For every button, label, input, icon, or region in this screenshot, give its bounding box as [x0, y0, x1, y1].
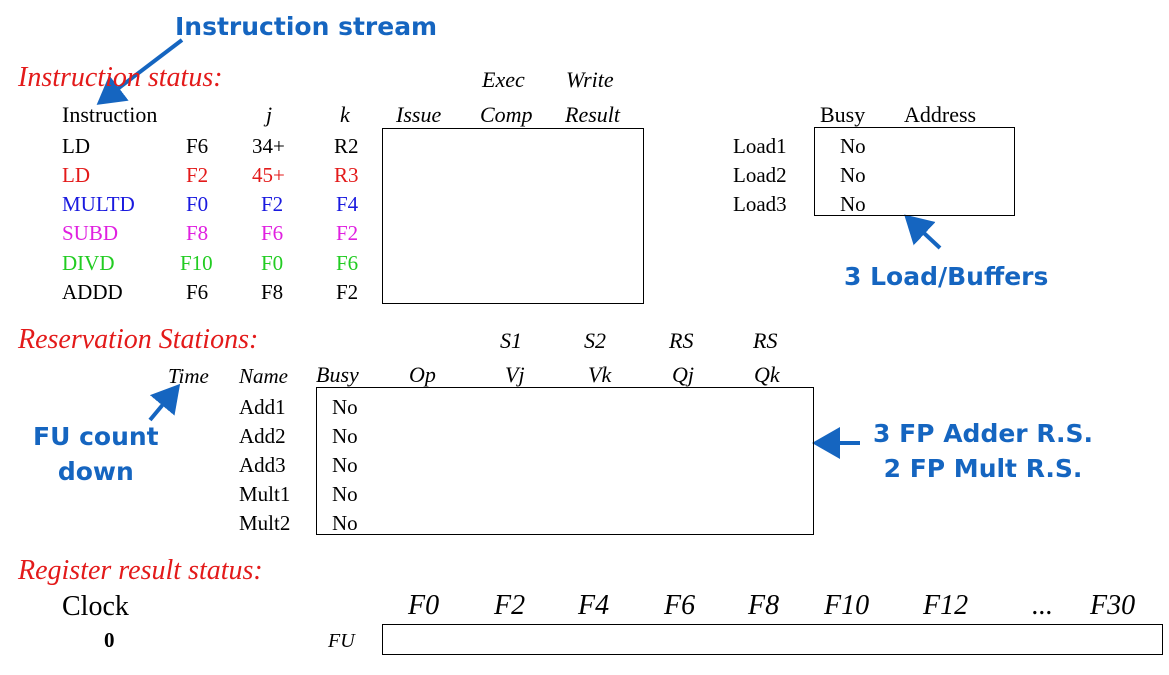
- reservation-stations-box: [316, 387, 814, 535]
- load-buffers-arrow: [904, 214, 942, 250]
- register-f0: F0: [408, 590, 440, 621]
- fu-count-line-2: down: [57, 457, 134, 486]
- rs-qj-header-top: RS: [669, 328, 694, 353]
- rs-row-1-name: Add1: [239, 395, 286, 419]
- instr-row-6-dest: F6: [186, 280, 209, 304]
- instruction-stream-arrow: [96, 38, 184, 105]
- load-buffers-annotation: 3 Load/Buffers: [844, 262, 1049, 291]
- reservation-stations-title: Reservation Stations:: [18, 324, 259, 355]
- instr-row-2-j: 45+: [252, 163, 285, 187]
- rs-row-2-name: Add2: [239, 424, 286, 448]
- instr-row-3-k: F4: [336, 192, 359, 216]
- rs-row-2-busy: No: [332, 424, 358, 448]
- instr-row-2-k: R3: [334, 163, 359, 187]
- rs-row-5-busy: No: [332, 511, 358, 535]
- instr-row-5-op: DIVD: [62, 251, 115, 275]
- register-f2: F2: [494, 590, 526, 621]
- k-header: k: [340, 102, 350, 127]
- load-buffer-2-name: Load2: [733, 163, 787, 187]
- instr-row-5-j: F0: [261, 251, 284, 275]
- fu-count-arrow: [148, 383, 181, 422]
- register-f12: F12: [923, 590, 969, 621]
- rs-count-line-2: 2 FP Mult R.S.: [883, 454, 1083, 483]
- s2-header: S2: [584, 328, 606, 353]
- rs-busy-header: Busy: [316, 362, 359, 387]
- instruction-header: Instruction: [62, 102, 158, 127]
- instr-row-4-dest: F8: [186, 221, 209, 245]
- rs-row-4-busy: No: [332, 482, 358, 506]
- name-header: Name: [239, 364, 288, 388]
- rs-qk-header-top: RS: [753, 328, 778, 353]
- instr-row-6-k: F2: [336, 280, 359, 304]
- instruction-status-title: Instruction status:: [18, 62, 223, 93]
- fu-count-line-1: FU count: [33, 422, 159, 451]
- vk-header: Vk: [588, 362, 612, 387]
- j-header: j: [266, 102, 273, 127]
- register-f4: F4: [578, 590, 610, 621]
- rs-row-3-busy: No: [332, 453, 358, 477]
- register-status-title: Register result status:: [18, 555, 263, 586]
- issue-header: Issue: [396, 102, 442, 127]
- fu-label: FU: [328, 630, 355, 652]
- instr-row-4-j: F6: [261, 221, 284, 245]
- instr-row-6-op: ADDD: [62, 280, 123, 304]
- register-f10: F10: [824, 590, 870, 621]
- clock-label: Clock: [62, 591, 129, 622]
- load-buffer-1-busy: No: [840, 134, 866, 158]
- instr-row-1-j: 34+: [252, 134, 285, 158]
- instr-row-6-j: F8: [261, 280, 284, 304]
- instruction-status-box: [382, 128, 644, 304]
- register-f6: F6: [664, 590, 696, 621]
- vj-header: Vj: [505, 362, 525, 387]
- exec-header-top: Exec: [482, 67, 525, 92]
- load-buffers-box: [814, 127, 1015, 216]
- rs-count-line-1: 3 FP Adder R.S.: [873, 419, 1094, 448]
- s1-header: S1: [500, 328, 522, 353]
- instr-row-1-op: LD: [62, 134, 90, 158]
- rs-row-4-name: Mult1: [239, 482, 291, 506]
- exec-comp-header: Comp: [480, 102, 533, 127]
- instr-row-3-j: F2: [261, 192, 284, 216]
- instr-row-4-k: F2: [336, 221, 359, 245]
- register-f30: F30: [1090, 590, 1136, 621]
- instr-row-2-op: LD: [62, 163, 90, 187]
- qj-header: Qj: [672, 362, 694, 387]
- rs-row-1-busy: No: [332, 395, 358, 419]
- instr-row-2-dest: F2: [186, 163, 209, 187]
- instr-row-5-k: F6: [336, 251, 359, 275]
- instr-row-3-dest: F0: [186, 192, 209, 216]
- instr-row-4-op: SUBD: [62, 221, 119, 245]
- load-buffer-3-busy: No: [840, 192, 866, 216]
- instr-row-5-dest: F10: [180, 251, 213, 275]
- rs-row-3-name: Add3: [239, 453, 286, 477]
- register-f8: F8: [748, 590, 780, 621]
- write-header-top: Write: [566, 67, 614, 92]
- load-buffer-1-name: Load1: [733, 134, 787, 158]
- register-ellipsis: ...: [1032, 590, 1053, 621]
- time-header: Time: [168, 364, 209, 388]
- clock-value: 0: [104, 628, 115, 652]
- load-buffer-3-name: Load3: [733, 192, 787, 216]
- busy-header: Busy: [820, 102, 866, 127]
- rs-row-5-name: Mult2: [239, 511, 291, 535]
- load-buffer-2-busy: No: [840, 163, 866, 187]
- qk-header: Qk: [754, 362, 780, 387]
- instruction-stream-annotation: Instruction stream: [175, 12, 438, 41]
- write-result-header: Result: [565, 102, 620, 127]
- fu-count-annotation: FU count down: [33, 419, 159, 489]
- instr-row-1-dest: F6: [186, 134, 209, 158]
- instr-row-3-op: MULTD: [62, 192, 135, 216]
- register-fu-box: [382, 624, 1163, 655]
- instr-row-1-k: R2: [334, 134, 359, 158]
- address-header: Address: [904, 102, 977, 127]
- rs-count-annotation: 3 FP Adder R.S. 2 FP Mult R.S.: [873, 416, 1093, 486]
- op-header: Op: [409, 362, 436, 387]
